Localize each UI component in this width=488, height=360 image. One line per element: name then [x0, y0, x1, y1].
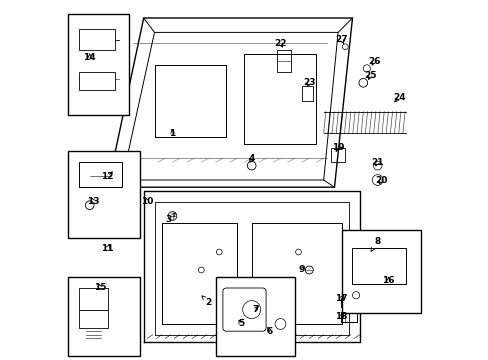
- Bar: [302, 86, 312, 101]
- Bar: [340, 312, 356, 321]
- Text: 2: 2: [202, 296, 211, 307]
- Text: 9: 9: [298, 266, 305, 275]
- Text: 3: 3: [165, 213, 175, 224]
- Text: 20: 20: [374, 176, 386, 185]
- Bar: [365, 251, 389, 267]
- Bar: [236, 327, 252, 336]
- Bar: [88, 186, 112, 202]
- Text: 13: 13: [87, 197, 100, 206]
- Bar: [68, 151, 140, 238]
- Text: 5: 5: [237, 320, 244, 328]
- Bar: [79, 72, 115, 90]
- Bar: [79, 29, 115, 50]
- Text: 10: 10: [141, 197, 153, 206]
- Bar: [79, 288, 107, 310]
- Text: 21: 21: [371, 158, 383, 166]
- Bar: [243, 298, 266, 314]
- Text: 19: 19: [331, 143, 344, 152]
- Bar: [276, 50, 291, 72]
- Bar: [261, 327, 277, 336]
- Bar: [68, 14, 129, 115]
- Text: 1: 1: [169, 129, 175, 138]
- Bar: [103, 165, 119, 174]
- Bar: [68, 277, 140, 356]
- Text: 12: 12: [101, 172, 114, 181]
- Text: 24: 24: [392, 93, 405, 102]
- Text: 14: 14: [83, 53, 96, 62]
- Text: 26: 26: [367, 57, 380, 66]
- Text: 16: 16: [382, 276, 394, 285]
- Text: 22: 22: [274, 39, 286, 48]
- Bar: [88, 287, 112, 303]
- Bar: [92, 219, 108, 228]
- Text: 4: 4: [248, 154, 254, 163]
- Text: 15: 15: [94, 284, 106, 292]
- Text: 25: 25: [364, 71, 376, 80]
- Bar: [352, 248, 406, 284]
- Text: 27: 27: [335, 35, 347, 44]
- Bar: [330, 148, 345, 162]
- Bar: [85, 75, 101, 84]
- Bar: [79, 162, 122, 187]
- FancyBboxPatch shape: [223, 288, 265, 331]
- Text: 23: 23: [303, 78, 315, 87]
- Bar: [81, 42, 105, 58]
- Text: 11: 11: [101, 244, 114, 253]
- Bar: [341, 230, 420, 313]
- Text: 7: 7: [252, 305, 258, 314]
- Text: 17: 17: [335, 294, 347, 303]
- Bar: [215, 277, 294, 356]
- Bar: [340, 298, 356, 307]
- Text: 8: 8: [370, 237, 380, 251]
- Text: 6: 6: [266, 327, 272, 336]
- Text: 18: 18: [335, 312, 347, 321]
- Bar: [79, 310, 107, 328]
